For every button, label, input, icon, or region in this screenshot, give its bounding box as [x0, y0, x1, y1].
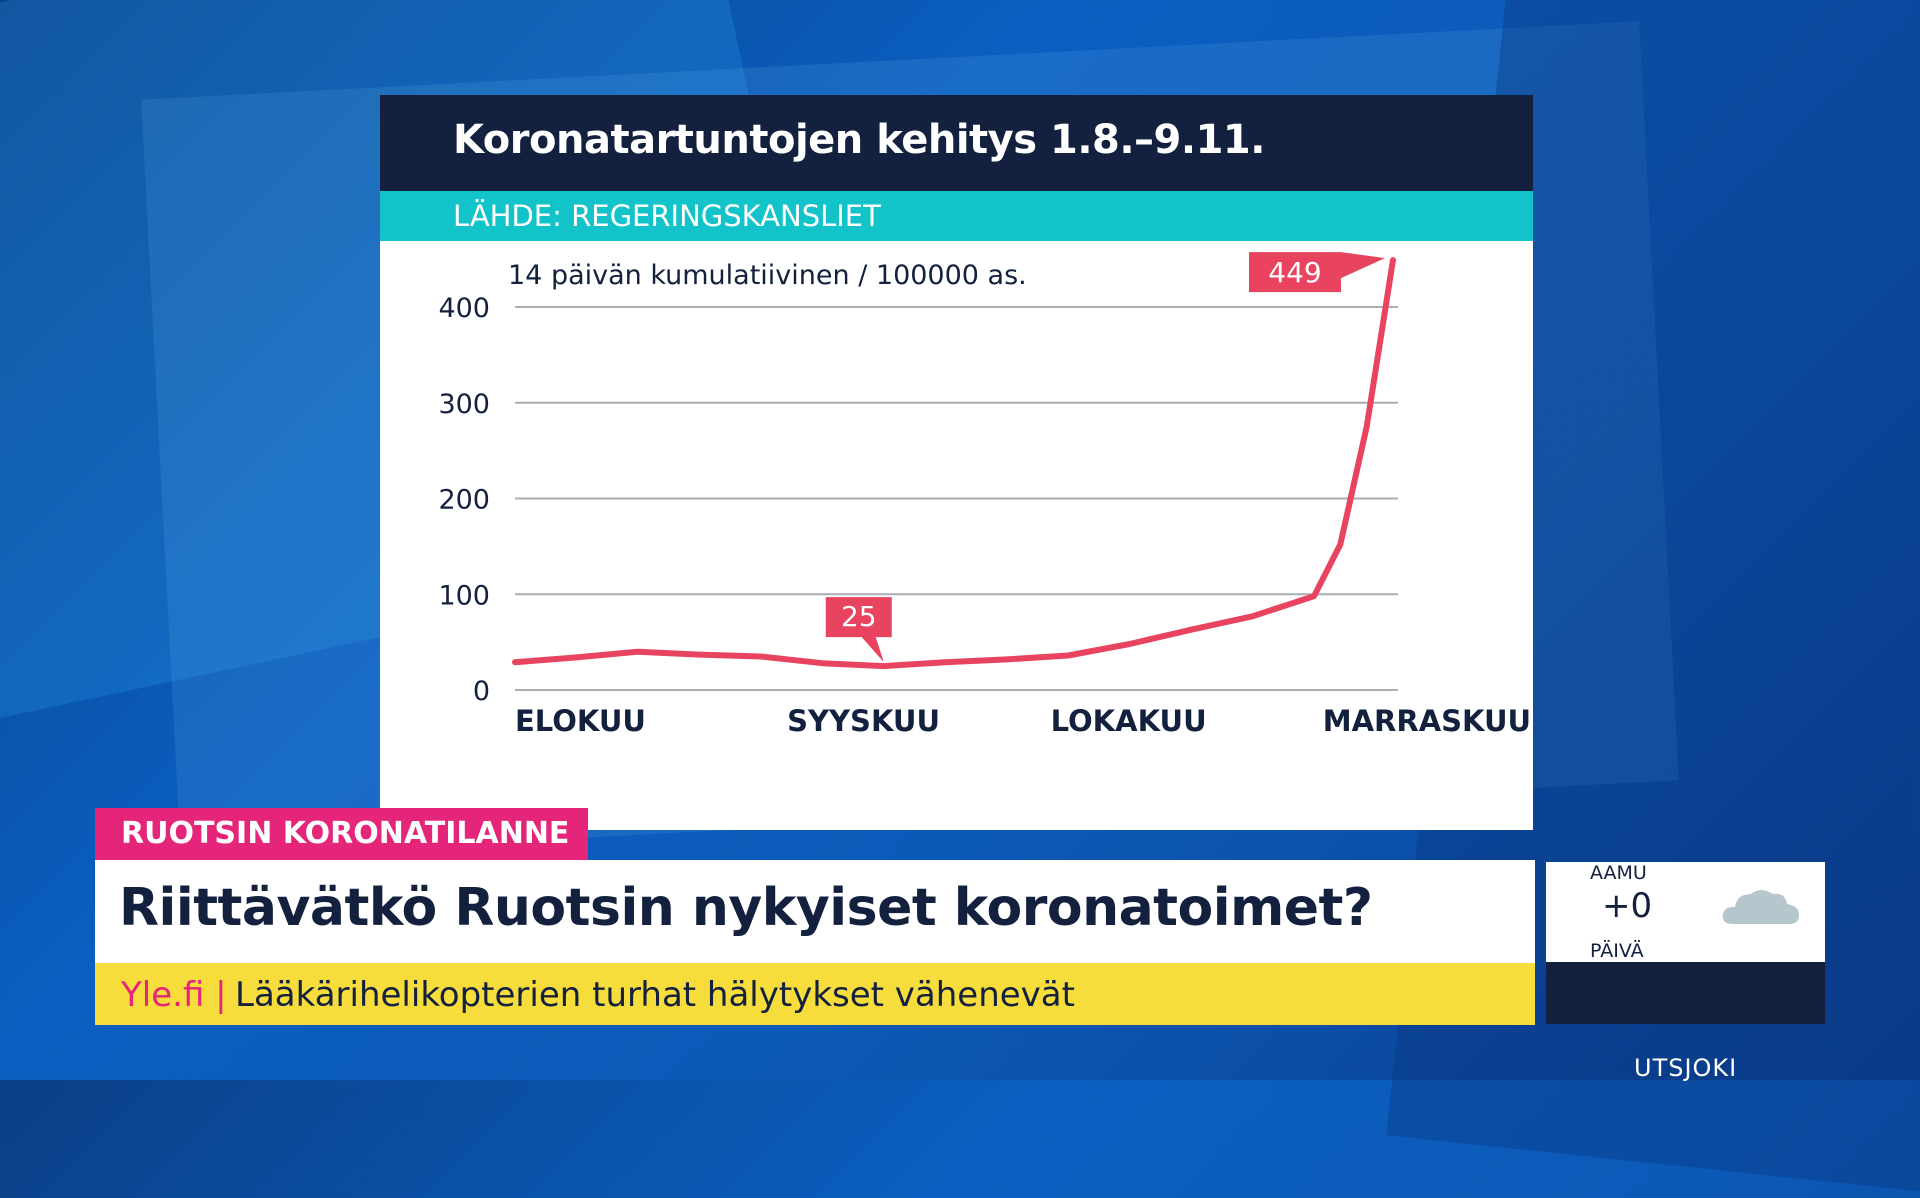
weather-temperature: +0 [1602, 886, 1653, 926]
lower-third: RUOTSIN KORONATILANNE Riittävätkö Ruotsi… [95, 808, 1535, 1025]
y-tick-label: 0 [473, 676, 490, 707]
topic-text: RUOTSIN KORONATILANNE [121, 816, 570, 851]
ticker-source: Yle.fi | [121, 975, 227, 1015]
news-ticker: Yle.fi | Lääkärihelikopterien turhat häl… [95, 963, 1535, 1025]
chart-source: LÄHDE: REGERINGSKANSLIET [453, 199, 881, 233]
y-axis-label: 14 päivän kumulatiivinen / 100000 as. [508, 260, 1027, 291]
y-tick-label: 300 [438, 389, 490, 420]
line-chart: 14 päivän kumulatiivinen / 100000 as. 0 10… [438, 252, 1531, 738]
topic-tag: RUOTSIN KORONATILANNE [95, 808, 588, 860]
annotation-label: 449 [1268, 256, 1321, 289]
y-tick-label: 100 [438, 580, 490, 611]
cloud-icon [1722, 890, 1799, 924]
annotation-callout [1249, 252, 1385, 293]
x-axis-label: MARRASKUU [1323, 704, 1531, 738]
x-axis-label: SYYSKUU [787, 704, 940, 738]
x-axis-label: LOKAKUU [1051, 704, 1207, 738]
chart-card: Koronatartuntojen kehitys 1.8.–9.11. LÄH… [380, 95, 1533, 830]
weather-morning-label: AAMU [1590, 862, 1647, 884]
chart-header: Koronatartuntojen kehitys 1.8.–9.11. [380, 95, 1533, 191]
y-tick-label: 400 [438, 293, 490, 324]
weather-day-label: PÄIVÄ [1590, 940, 1644, 962]
weather-location: UTSJOKI [1634, 1054, 1738, 1082]
weather-location-bar: UTSJOKI [1546, 962, 1825, 1082]
x-axis-label: ELOKUU [515, 704, 646, 738]
weather-panel: AAMU +0 PÄIVÄ [1546, 862, 1825, 962]
headline-bar: Riittävätkö Ruotsin nykyiset koronatoime… [95, 860, 1535, 963]
annotation-callout [825, 597, 892, 663]
chart-source-bar: LÄHDE: REGERINGSKANSLIET [380, 191, 1533, 241]
ticker-text: Lääkärihelikopterien turhat hälytykset v… [235, 975, 1075, 1015]
chart-title: Koronatartuntojen kehitys 1.8.–9.11. [453, 117, 1265, 163]
annotation-label: 25 [841, 600, 877, 633]
y-tick-label: 200 [438, 485, 490, 516]
series-line [512, 257, 1396, 670]
weather-widget: AAMU +0 PÄIVÄ UTSJOKI [1546, 862, 1825, 1082]
headline: Riittävätkö Ruotsin nykyiset koronatoime… [119, 878, 1373, 938]
